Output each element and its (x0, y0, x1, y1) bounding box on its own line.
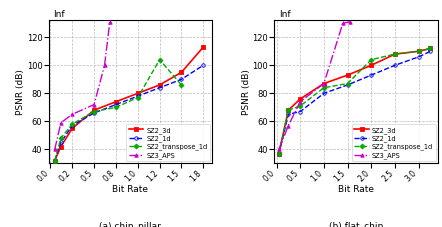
SZ2_1d (52, 159, 57, 162)
SZ3_APS (276, 148, 282, 151)
SZ2_3d (135, 92, 141, 95)
Text: Inf: Inf (279, 10, 291, 19)
Line: SZ2_3d: SZ2_3d (277, 47, 432, 155)
SZ2_3d (345, 74, 350, 76)
SZ3_APS (69, 113, 75, 116)
Title: (a) chip_pillar: (a) chip_pillar (99, 222, 161, 227)
SZ3_APS (91, 103, 97, 106)
Line: SZ3_APS: SZ3_APS (277, 22, 345, 151)
SZ2_transpose_1d (428, 47, 433, 50)
SZ3_APS (286, 124, 291, 127)
SZ2_1d (345, 84, 350, 86)
SZ2_transpose_1d (276, 152, 282, 155)
SZ2_transpose_1d (135, 96, 141, 99)
Text: Inf: Inf (53, 10, 65, 19)
X-axis label: Bit Rate: Bit Rate (112, 185, 149, 194)
SZ2_3d (297, 98, 303, 100)
SZ2_3d (58, 145, 64, 148)
SZ2_transpose_1d (297, 105, 303, 107)
SZ2_transpose_1d (52, 159, 57, 162)
Y-axis label: PSNR (dB): PSNR (dB) (242, 69, 251, 115)
SZ2_transpose_1d (157, 58, 162, 61)
SZ2_transpose_1d (416, 50, 421, 53)
Y-axis label: PSNR (dB): PSNR (dB) (16, 69, 25, 115)
SZ2_1d (392, 64, 398, 67)
SZ2_1d (321, 92, 327, 95)
X-axis label: Bit Rate: Bit Rate (338, 185, 374, 194)
SZ2_1d (113, 103, 118, 106)
SZ2_3d (69, 127, 75, 130)
SZ3_APS (52, 148, 57, 151)
Line: SZ2_transpose_1d: SZ2_transpose_1d (53, 58, 183, 162)
SZ2_transpose_1d (179, 84, 184, 86)
Line: SZ2_3d: SZ2_3d (53, 45, 205, 162)
SZ2_1d (297, 110, 303, 113)
SZ3_APS (102, 64, 107, 67)
SZ2_3d (201, 46, 206, 48)
SZ2_3d (286, 109, 291, 111)
SZ2_1d (201, 64, 206, 67)
Line: SZ2_1d: SZ2_1d (53, 64, 205, 162)
SZ3_APS (58, 121, 64, 124)
SZ2_transpose_1d (345, 82, 350, 85)
SZ2_3d (52, 159, 57, 162)
Line: SZ2_transpose_1d: SZ2_transpose_1d (277, 47, 432, 155)
SZ2_3d (321, 82, 327, 85)
SZ2_transpose_1d (69, 123, 75, 126)
SZ2_3d (157, 84, 162, 86)
SZ2_transpose_1d (392, 53, 398, 55)
SZ2_1d (276, 152, 282, 155)
SZ2_1d (369, 74, 374, 76)
SZ2_1d (286, 113, 291, 116)
SZ2_transpose_1d (286, 109, 291, 111)
SZ2_1d (135, 95, 141, 98)
SZ3_APS (321, 82, 327, 85)
SZ2_3d (91, 109, 97, 111)
SZ2_3d (416, 50, 421, 53)
SZ2_1d (428, 50, 433, 53)
SZ2_3d (369, 64, 374, 67)
SZ3_APS (340, 22, 346, 25)
SZ2_1d (416, 56, 421, 58)
SZ2_transpose_1d (321, 86, 327, 89)
SZ2_1d (157, 86, 162, 89)
SZ2_1d (69, 124, 75, 127)
SZ2_3d (392, 53, 398, 55)
Line: SZ3_APS: SZ3_APS (53, 64, 106, 151)
SZ2_transpose_1d (91, 110, 97, 113)
SZ3_APS (297, 100, 303, 103)
SZ2_3d (428, 47, 433, 50)
Legend: SZ2_3d, SZ2_1d, SZ2_transpose_1d, SZ3_APS: SZ2_3d, SZ2_1d, SZ2_transpose_1d, SZ3_AP… (126, 124, 210, 161)
SZ2_3d (179, 71, 184, 74)
SZ2_1d (179, 78, 184, 81)
SZ2_transpose_1d (113, 106, 118, 109)
SZ2_1d (58, 141, 64, 144)
Legend: SZ2_3d, SZ2_1d, SZ2_transpose_1d, SZ3_APS: SZ2_3d, SZ2_1d, SZ2_transpose_1d, SZ3_AP… (352, 124, 435, 161)
Line: SZ2_1d: SZ2_1d (277, 49, 432, 155)
SZ2_1d (91, 112, 97, 114)
SZ2_transpose_1d (58, 137, 64, 140)
SZ2_3d (113, 100, 118, 103)
Title: (b) flat_chip: (b) flat_chip (329, 222, 383, 227)
SZ2_3d (276, 152, 282, 155)
SZ2_transpose_1d (369, 58, 374, 61)
